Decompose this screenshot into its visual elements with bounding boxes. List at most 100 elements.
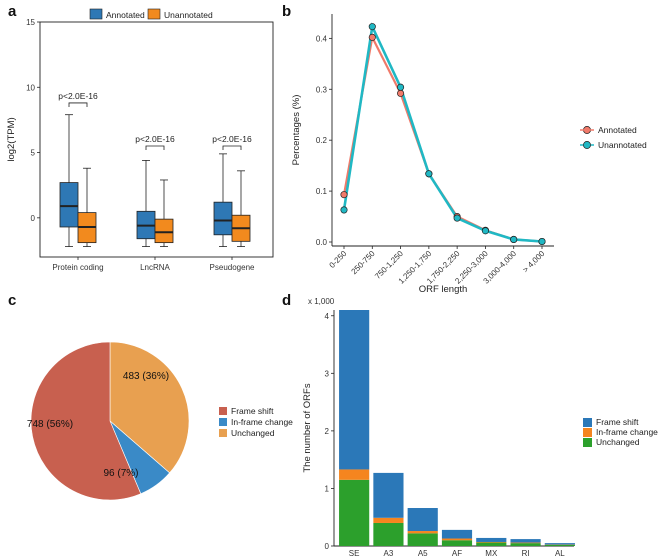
panel-letter-d: d <box>282 292 291 309</box>
y-tick-label: 0.4 <box>316 34 328 43</box>
legend-swatch <box>583 418 592 427</box>
p-value-label: p<2.0E-16 <box>58 91 98 101</box>
bar-segment-unchanged <box>476 542 507 546</box>
y-tick-label: 15 <box>26 18 35 27</box>
data-point-unannotated <box>481 227 489 235</box>
box-annotated <box>59 182 79 228</box>
x-tick-label: A5 <box>418 549 428 558</box>
line-chart-panel: 0.0 0.1 0.2 0.3 0.4 Percentages (%) 0-250 250-7… <box>291 14 647 295</box>
data-point-unannotated <box>340 206 348 214</box>
bar-segment-in-frame-change <box>510 542 541 544</box>
bar-segment-frame-shift <box>544 543 575 545</box>
legend-marker-unannotated <box>583 141 591 149</box>
y-tick-label: 10 <box>26 83 35 92</box>
legend-label: Unchanged <box>231 428 275 438</box>
legend-swatch-annotated <box>89 8 103 20</box>
legend-label: In-frame change <box>231 417 293 427</box>
legend-label-annotated: Annotated <box>598 125 637 135</box>
legend-label-annotated: Annotated <box>106 10 145 20</box>
x-tick-label: AL <box>555 549 565 558</box>
significance-bracket <box>222 145 242 151</box>
legend-swatch <box>219 407 227 415</box>
bar-segment-in-frame-change <box>339 469 370 480</box>
data-point-unannotated <box>510 235 518 244</box>
legend-label: Unchanged <box>596 437 640 447</box>
y-axis-title: log2(TPM) <box>6 117 17 161</box>
legend-label: Frame shift <box>231 406 274 416</box>
pie-slice-label: 483 (36%) <box>123 371 169 382</box>
x-axis-title: ORF length <box>419 284 468 295</box>
y-tick-label: 0 <box>31 214 36 223</box>
y-tick-label: 0.1 <box>316 187 328 196</box>
y-tick-label: 0.0 <box>316 238 328 247</box>
p-value-label: p<2.0E-16 <box>135 134 175 144</box>
x-tick-label: > 4,000 <box>521 249 547 275</box>
data-point-annotated <box>397 89 405 97</box>
pie-slice-label: 748 (56%) <box>27 419 73 430</box>
boxplot-panel: 0 5 10 15 log2(TPM) Annotated Unannotated Prote… <box>6 8 274 272</box>
bar-segment-frame-shift <box>441 529 473 539</box>
data-point-unannotated <box>453 214 461 222</box>
x-tick-label: SE <box>349 549 360 558</box>
y-tick-label: 0.3 <box>316 85 328 94</box>
legend-swatch <box>219 418 227 426</box>
x-tick-label: AF <box>452 549 462 558</box>
data-point-annotated <box>368 33 376 41</box>
x-tick-label: Pseudogene <box>210 263 255 272</box>
legend-swatch <box>219 429 227 437</box>
legend-label-unannotated: Unannotated <box>598 140 647 150</box>
panel-letter-a: a <box>8 3 17 20</box>
legend-swatch <box>583 438 592 447</box>
bar-segment-unchanged <box>407 533 438 546</box>
series-line-unannotated <box>342 22 543 243</box>
significance-bracket <box>145 145 165 151</box>
legend-label: Frame shift <box>596 417 639 427</box>
legend-label-unannotated: Unannotated <box>164 10 213 20</box>
bar-segment-in-frame-change <box>476 541 507 543</box>
x-tick-label: 250-750 <box>350 249 378 277</box>
y-tick-label: 0.2 <box>316 136 328 145</box>
data-point-unannotated <box>425 170 433 178</box>
y-tick-label: 4 <box>325 312 330 321</box>
bar-segment-frame-shift <box>476 537 507 542</box>
y-axis-title: The number of ORFs <box>302 383 313 472</box>
bar-segment-unchanged <box>339 479 370 546</box>
x-tick-label: MX <box>485 549 498 558</box>
bar-segment-unchanged <box>441 540 473 546</box>
bar-segment-frame-shift <box>339 310 370 470</box>
plot-frame <box>39 21 274 258</box>
data-point-annotated <box>340 191 348 199</box>
pie-chart-panel: 748 (56%) 96 (7%) 483 (36%) Frame shiftIn-f… <box>27 341 293 501</box>
x-tick-label: 0-250 <box>328 249 349 270</box>
significance-bracket <box>68 102 88 107</box>
bar-segment-in-frame-change <box>373 517 404 523</box>
bar-segment-unchanged <box>510 543 541 546</box>
series-line-annotated <box>342 33 543 243</box>
y-tick-label: 5 <box>31 149 36 158</box>
panel-letter-c: c <box>8 292 16 309</box>
pie-slice-unchanged <box>109 341 190 474</box>
box-annotated <box>213 201 233 236</box>
y-tick-label: 0 <box>325 542 330 551</box>
bar-segment-frame-shift <box>510 539 541 543</box>
y-tick-label: 3 <box>325 369 330 378</box>
bar-segment-unchanged <box>544 544 575 546</box>
panel-letter-b: b <box>282 3 291 20</box>
bar-segment-in-frame-change <box>441 538 473 541</box>
data-point-unannotated <box>538 237 546 246</box>
pie-slice-frame-shift <box>30 341 142 501</box>
stacked-bar-panel: 0 1 2 3 4 x 1,000 The number of ORFs SE A3 A5 AF MX… <box>302 297 658 558</box>
data-point-unannotated <box>397 83 405 91</box>
data-point-unannotated <box>368 23 376 31</box>
bar-segment-unchanged <box>373 522 404 546</box>
bar-segment-frame-shift <box>373 472 404 518</box>
bar-segment-in-frame-change <box>407 531 438 534</box>
x-tick-label: A3 <box>384 549 394 558</box>
bar-segment-frame-shift <box>407 508 438 532</box>
legend-swatch <box>583 428 592 437</box>
box-unannotated <box>154 218 174 244</box>
y-tick-label: 2 <box>325 427 330 436</box>
y-axis-title: Percentages (%) <box>291 95 302 166</box>
legend-label: In-frame change <box>596 427 658 437</box>
